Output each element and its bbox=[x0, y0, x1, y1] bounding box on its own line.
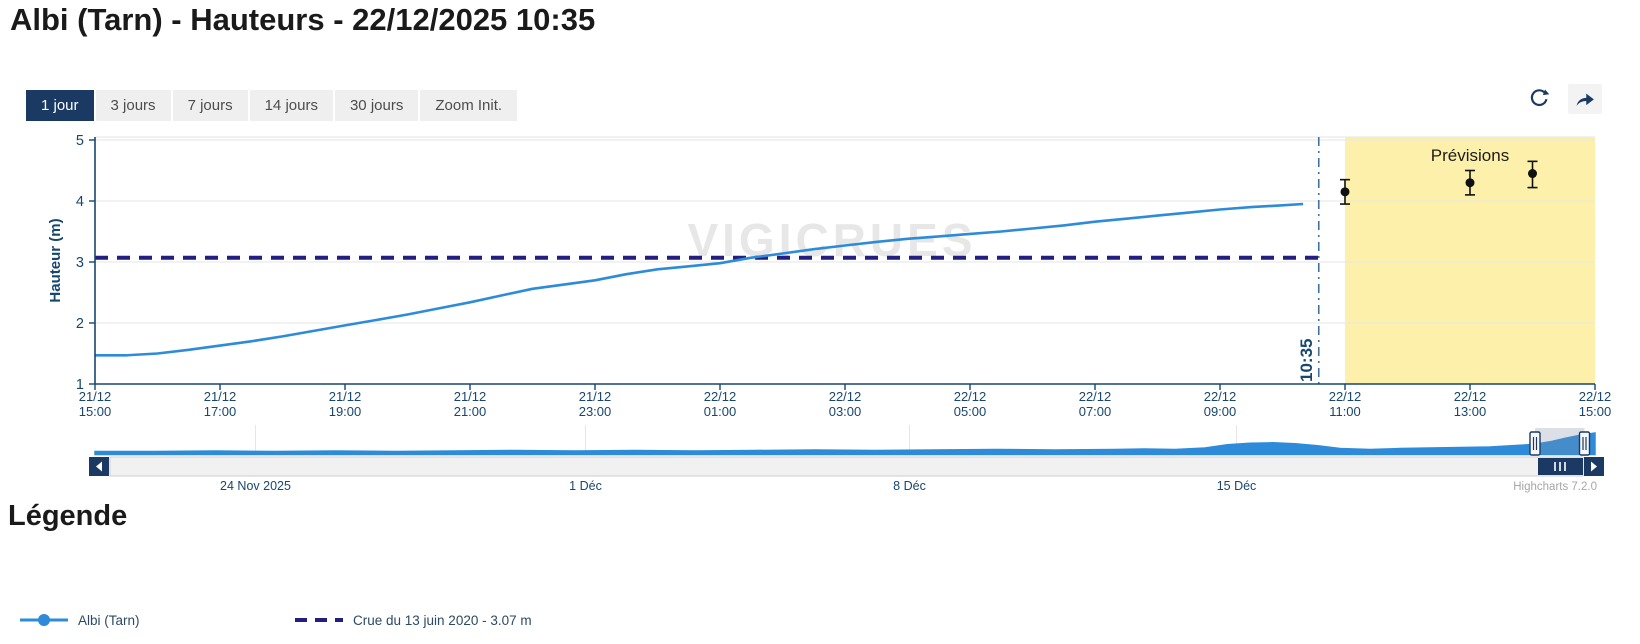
x-tick-date-6: 22/12 bbox=[829, 389, 862, 404]
x-tick-date-3: 21/12 bbox=[454, 389, 487, 404]
x-tick-time-11: 13:00 bbox=[1454, 404, 1487, 419]
previsions-label: Prévisions bbox=[1431, 146, 1509, 165]
y-tick-label-5: 5 bbox=[76, 133, 84, 149]
legend: Albi (Tarn) Crue du 13 juin 2020 - 3.07 … bbox=[0, 608, 1640, 638]
y-tick-label-4: 4 bbox=[76, 194, 84, 210]
legend-item-label: Albi (Tarn) bbox=[78, 612, 140, 628]
navigator-date-label-3: 15 Déc bbox=[1217, 479, 1257, 493]
navigator-date-label-2: 8 Déc bbox=[893, 479, 926, 493]
forecast-point-1 bbox=[1465, 169, 1475, 196]
scrollbar-thumb[interactable] bbox=[1538, 458, 1583, 475]
x-tick-date-1: 21/12 bbox=[204, 389, 237, 404]
x-tick-time-12: 15:00 bbox=[1579, 404, 1612, 419]
range-selector: 1 jour 3 jours 7 jours 14 jours 30 jours Zoom… bbox=[26, 88, 519, 122]
navigator-date-label-0: 24 Nov 2025 bbox=[220, 479, 291, 493]
y-tick-label-1: 1 bbox=[76, 377, 84, 393]
x-tick-time-2: 19:00 bbox=[329, 404, 362, 419]
legend-item-label: Crue du 13 juin 2020 - 3.07 m bbox=[353, 612, 532, 628]
x-tick-time-0: 15:00 bbox=[79, 404, 112, 419]
forecast-point-0 bbox=[1340, 178, 1350, 205]
scrollbar-track[interactable] bbox=[109, 456, 1584, 477]
share-button[interactable] bbox=[1568, 84, 1602, 114]
legend-item-station[interactable]: Albi (Tarn) bbox=[20, 608, 140, 632]
x-tick-date-7: 22/12 bbox=[954, 389, 987, 404]
y-tick-label-3: 3 bbox=[76, 255, 84, 271]
range-button-30-jours[interactable]: 30 jours bbox=[334, 89, 419, 121]
forecast-point-2 bbox=[1527, 160, 1538, 189]
highcharts-credits: Highcharts 7.2.0 bbox=[1513, 481, 1597, 493]
navigator-series bbox=[94, 432, 1596, 456]
x-tick-date-8: 22/12 bbox=[1079, 389, 1112, 404]
page-title: Albi (Tarn) - Hauteurs - 22/12/2025 10:3… bbox=[10, 2, 596, 37]
x-tick-date-2: 21/12 bbox=[329, 389, 362, 404]
x-tick-time-5: 01:00 bbox=[704, 404, 737, 419]
x-tick-date-9: 22/12 bbox=[1204, 389, 1237, 404]
y-axis-title: Hauteur (m) bbox=[47, 218, 64, 302]
x-tick-date-11: 22/12 bbox=[1454, 389, 1487, 404]
range-button-3-jours[interactable]: 3 jours bbox=[95, 89, 171, 121]
navigator-handle-left[interactable] bbox=[1529, 431, 1541, 456]
refresh-button[interactable] bbox=[1522, 84, 1556, 114]
legend-item-crue[interactable]: Crue du 13 juin 2020 - 3.07 m bbox=[295, 608, 532, 632]
hauteurs-chart: VIGICRUES 10:35 Prévisions 1 2 3 4 5 Hauteur (m)… bbox=[47, 133, 1612, 493]
scrollbar-left-arrow[interactable] bbox=[89, 457, 109, 476]
share-arrow-icon bbox=[1576, 93, 1594, 106]
navigator-date-label-1: 1 Déc bbox=[569, 479, 602, 493]
dashes-marker bbox=[295, 618, 343, 622]
legend-heading: Légende bbox=[8, 500, 128, 532]
x-tick-date-0: 21/12 bbox=[79, 389, 112, 404]
range-button-zoom-init-[interactable]: Zoom Init. bbox=[420, 89, 518, 121]
x-tick-time-1: 17:00 bbox=[204, 404, 237, 419]
scrollbar-right-arrow[interactable] bbox=[1584, 457, 1604, 476]
x-tick-date-10: 22/12 bbox=[1329, 389, 1362, 404]
x-tick-time-4: 23:00 bbox=[579, 404, 612, 419]
range-button-14-jours[interactable]: 14 jours bbox=[249, 89, 333, 121]
x-tick-time-10: 11:00 bbox=[1329, 404, 1361, 419]
chart-actions bbox=[1522, 84, 1602, 114]
refresh-icon bbox=[1530, 89, 1550, 106]
x-tick-time-9: 09:00 bbox=[1204, 404, 1237, 419]
x-tick-time-3: 21:00 bbox=[454, 404, 487, 419]
range-button-7-jours[interactable]: 7 jours bbox=[172, 89, 248, 121]
x-tick-time-7: 05:00 bbox=[954, 404, 987, 419]
hauteur-series-line bbox=[95, 202, 1304, 357]
x-tick-time-8: 07:00 bbox=[1079, 404, 1112, 419]
y-tick-label-2: 2 bbox=[76, 316, 84, 332]
navigator-window[interactable] bbox=[1535, 428, 1585, 455]
now-line-label: 10:35 bbox=[1297, 339, 1316, 382]
range-button-1-jour[interactable]: 1 jour bbox=[26, 89, 94, 121]
x-tick-date-4: 21/12 bbox=[579, 389, 612, 404]
x-tick-date-5: 22/12 bbox=[704, 389, 737, 404]
line-dot-marker bbox=[20, 614, 68, 626]
x-tick-date-12: 22/12 bbox=[1579, 389, 1612, 404]
x-tick-time-6: 03:00 bbox=[829, 404, 862, 419]
navigator-handle-right[interactable] bbox=[1578, 431, 1591, 456]
